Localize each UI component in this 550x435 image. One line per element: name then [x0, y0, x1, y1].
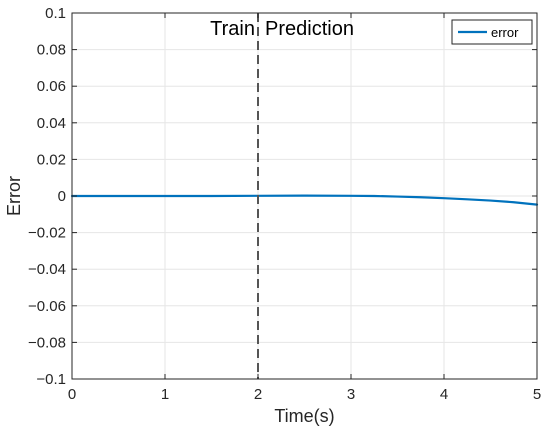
y-tick-label: −0.1 — [36, 371, 66, 388]
y-tick-label: −0.02 — [28, 225, 66, 242]
y-tick-label: 0.02 — [37, 151, 66, 168]
y-tick-label: 0.06 — [37, 78, 66, 95]
x-tick-label: 1 — [161, 386, 169, 403]
x-tick-label: 0 — [68, 386, 76, 403]
annotations: Train Prediction — [210, 13, 354, 379]
x-tick-label: 5 — [533, 386, 541, 403]
y-tick-label: −0.04 — [28, 261, 66, 278]
legend: error — [451, 19, 533, 45]
y-tick-label: −0.06 — [28, 298, 66, 315]
x-tick-label: 3 — [347, 386, 355, 403]
y-tick-label: 0.08 — [37, 42, 66, 59]
train-label: Train — [210, 18, 255, 40]
y-tick-label: 0.1 — [45, 5, 66, 22]
series-layer — [70, 194, 539, 206]
y-tick-label: 0 — [58, 188, 66, 205]
prediction-label: Prediction — [265, 18, 354, 40]
y-axis-label: Error — [4, 176, 24, 216]
x-axis-label: Time(s) — [274, 406, 334, 426]
x-tick-label: 4 — [440, 386, 448, 403]
y-tick-label: 0.04 — [37, 115, 66, 132]
series-line-error — [70, 194, 539, 206]
x-tick-label: 2 — [254, 386, 262, 403]
axis-ticks: 0 1 2 3 4 5 −0.1 −0.08 −0.06 −0.04 −0.02 0 0.02 0.04 0… — [28, 5, 541, 403]
y-tick-label: −0.08 — [28, 334, 66, 351]
legend-label-error: error — [491, 25, 519, 40]
